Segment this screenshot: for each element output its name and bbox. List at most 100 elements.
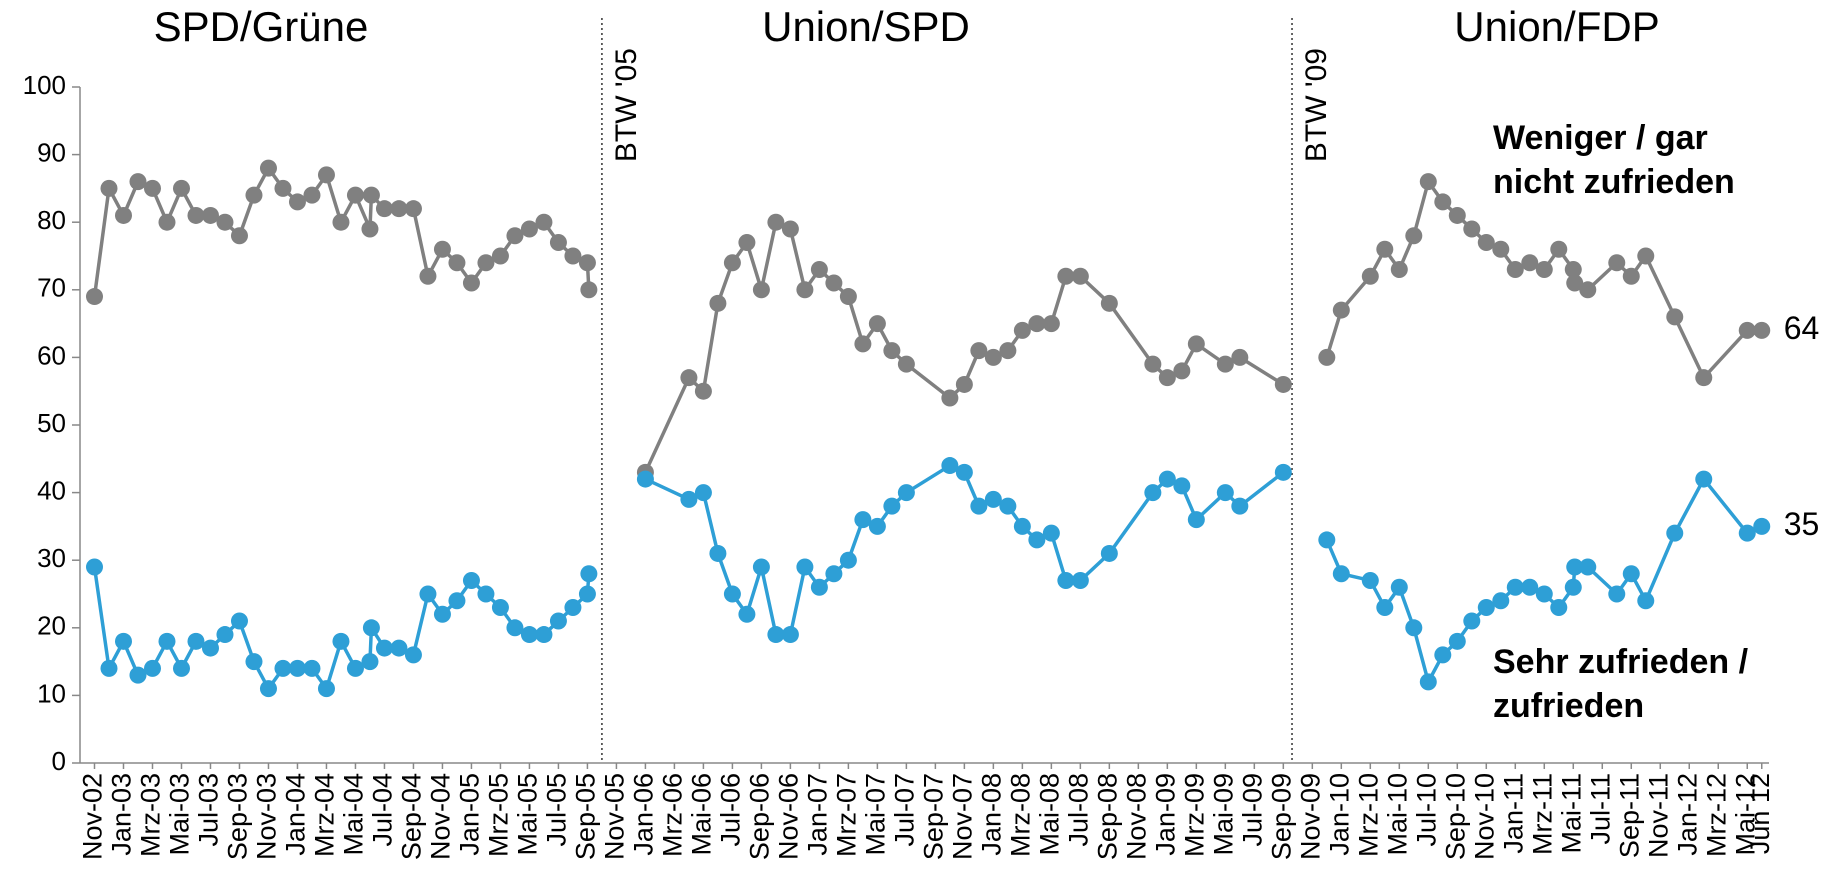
point: [520, 626, 538, 644]
point: [317, 680, 335, 698]
x-tick-label: Jan-11: [1498, 773, 1528, 854]
x-tick-label: Mai-08: [1034, 773, 1064, 856]
point: [303, 186, 321, 204]
point: [1390, 578, 1408, 596]
point: [897, 484, 915, 502]
point: [85, 558, 103, 576]
point: [1100, 544, 1118, 562]
x-tick-label: Jul-09: [1237, 773, 1267, 847]
point: [1579, 558, 1597, 576]
point: [810, 261, 828, 279]
period-title: Union/FDP: [1454, 3, 1659, 50]
point: [404, 200, 422, 218]
point: [1332, 565, 1350, 583]
point: [1173, 477, 1191, 495]
point: [955, 375, 973, 393]
point: [1477, 599, 1495, 617]
point: [810, 578, 828, 596]
x-tick-label: Jul-03: [194, 773, 224, 847]
x-tick-label: Jul-07: [890, 773, 920, 847]
point: [1361, 267, 1379, 285]
point: [85, 288, 103, 306]
point: [259, 159, 277, 177]
point: [839, 551, 857, 569]
point: [825, 565, 843, 583]
point: [1231, 497, 1249, 515]
point: [1158, 470, 1176, 488]
point: [245, 186, 263, 204]
point: [984, 348, 1002, 366]
point: [1521, 578, 1539, 596]
point: [1419, 173, 1437, 191]
point: [1216, 484, 1234, 502]
x-tick-label: Nov-06: [774, 773, 804, 860]
point: [259, 680, 277, 698]
point: [1028, 531, 1046, 549]
point: [1013, 517, 1031, 535]
y-tick-label: 10: [37, 678, 66, 708]
point: [1550, 240, 1568, 258]
point: [332, 213, 350, 231]
point: [680, 490, 698, 508]
point: [216, 213, 234, 231]
point: [883, 497, 901, 515]
point: [201, 639, 219, 657]
point: [868, 517, 886, 535]
point: [230, 227, 248, 245]
point: [274, 659, 292, 677]
point: [274, 179, 292, 197]
x-tick-label: Sep-07: [918, 773, 948, 860]
point: [1042, 524, 1060, 542]
point: [868, 315, 886, 333]
point: [1448, 632, 1466, 650]
point: [506, 227, 524, 245]
x-tick-label: Jul-11: [1585, 773, 1615, 845]
x-tick-label: Nov-03: [252, 773, 282, 860]
point: [970, 497, 988, 515]
point: [1738, 524, 1756, 542]
point: [1492, 592, 1510, 610]
point: [230, 612, 248, 630]
point: [1666, 524, 1684, 542]
point: [477, 585, 495, 603]
point: [1390, 261, 1408, 279]
x-tick-label: Nov-11: [1643, 773, 1673, 858]
point: [1173, 362, 1191, 380]
point: [448, 592, 466, 610]
point: [781, 220, 799, 238]
point: [346, 186, 364, 204]
x-tick-label: Nov-02: [78, 773, 108, 860]
point: [694, 484, 712, 502]
point: [580, 281, 598, 299]
y-tick-label: 90: [37, 137, 66, 167]
point: [564, 599, 582, 617]
x-tick-label: Mrz-10: [1353, 773, 1383, 857]
point: [578, 585, 596, 603]
x-tick-label: Mrz-05: [484, 773, 514, 857]
point: [1637, 247, 1655, 265]
x-tick-label: Sep-10: [1440, 773, 1470, 860]
point: [114, 632, 132, 650]
point: [738, 233, 756, 251]
point: [129, 666, 147, 684]
point: [362, 619, 380, 637]
point: [941, 457, 959, 475]
x-tick-label: Jul-05: [542, 773, 572, 847]
point: [1405, 227, 1423, 245]
x-tick-label: Nov-07: [947, 773, 977, 860]
point: [404, 646, 422, 664]
point: [1361, 571, 1379, 589]
point: [854, 335, 872, 353]
x-tick-label: Jul-08: [1063, 773, 1093, 847]
x-tick-label: Nov-05: [600, 773, 630, 860]
point: [796, 281, 814, 299]
point: [346, 659, 364, 677]
x-tick-label: Mai-04: [339, 773, 369, 856]
divider-label: BTW '09: [1300, 48, 1333, 162]
point: [1419, 673, 1437, 691]
point: [767, 213, 785, 231]
point: [1535, 585, 1553, 603]
point: [1274, 375, 1292, 393]
point: [361, 653, 379, 671]
